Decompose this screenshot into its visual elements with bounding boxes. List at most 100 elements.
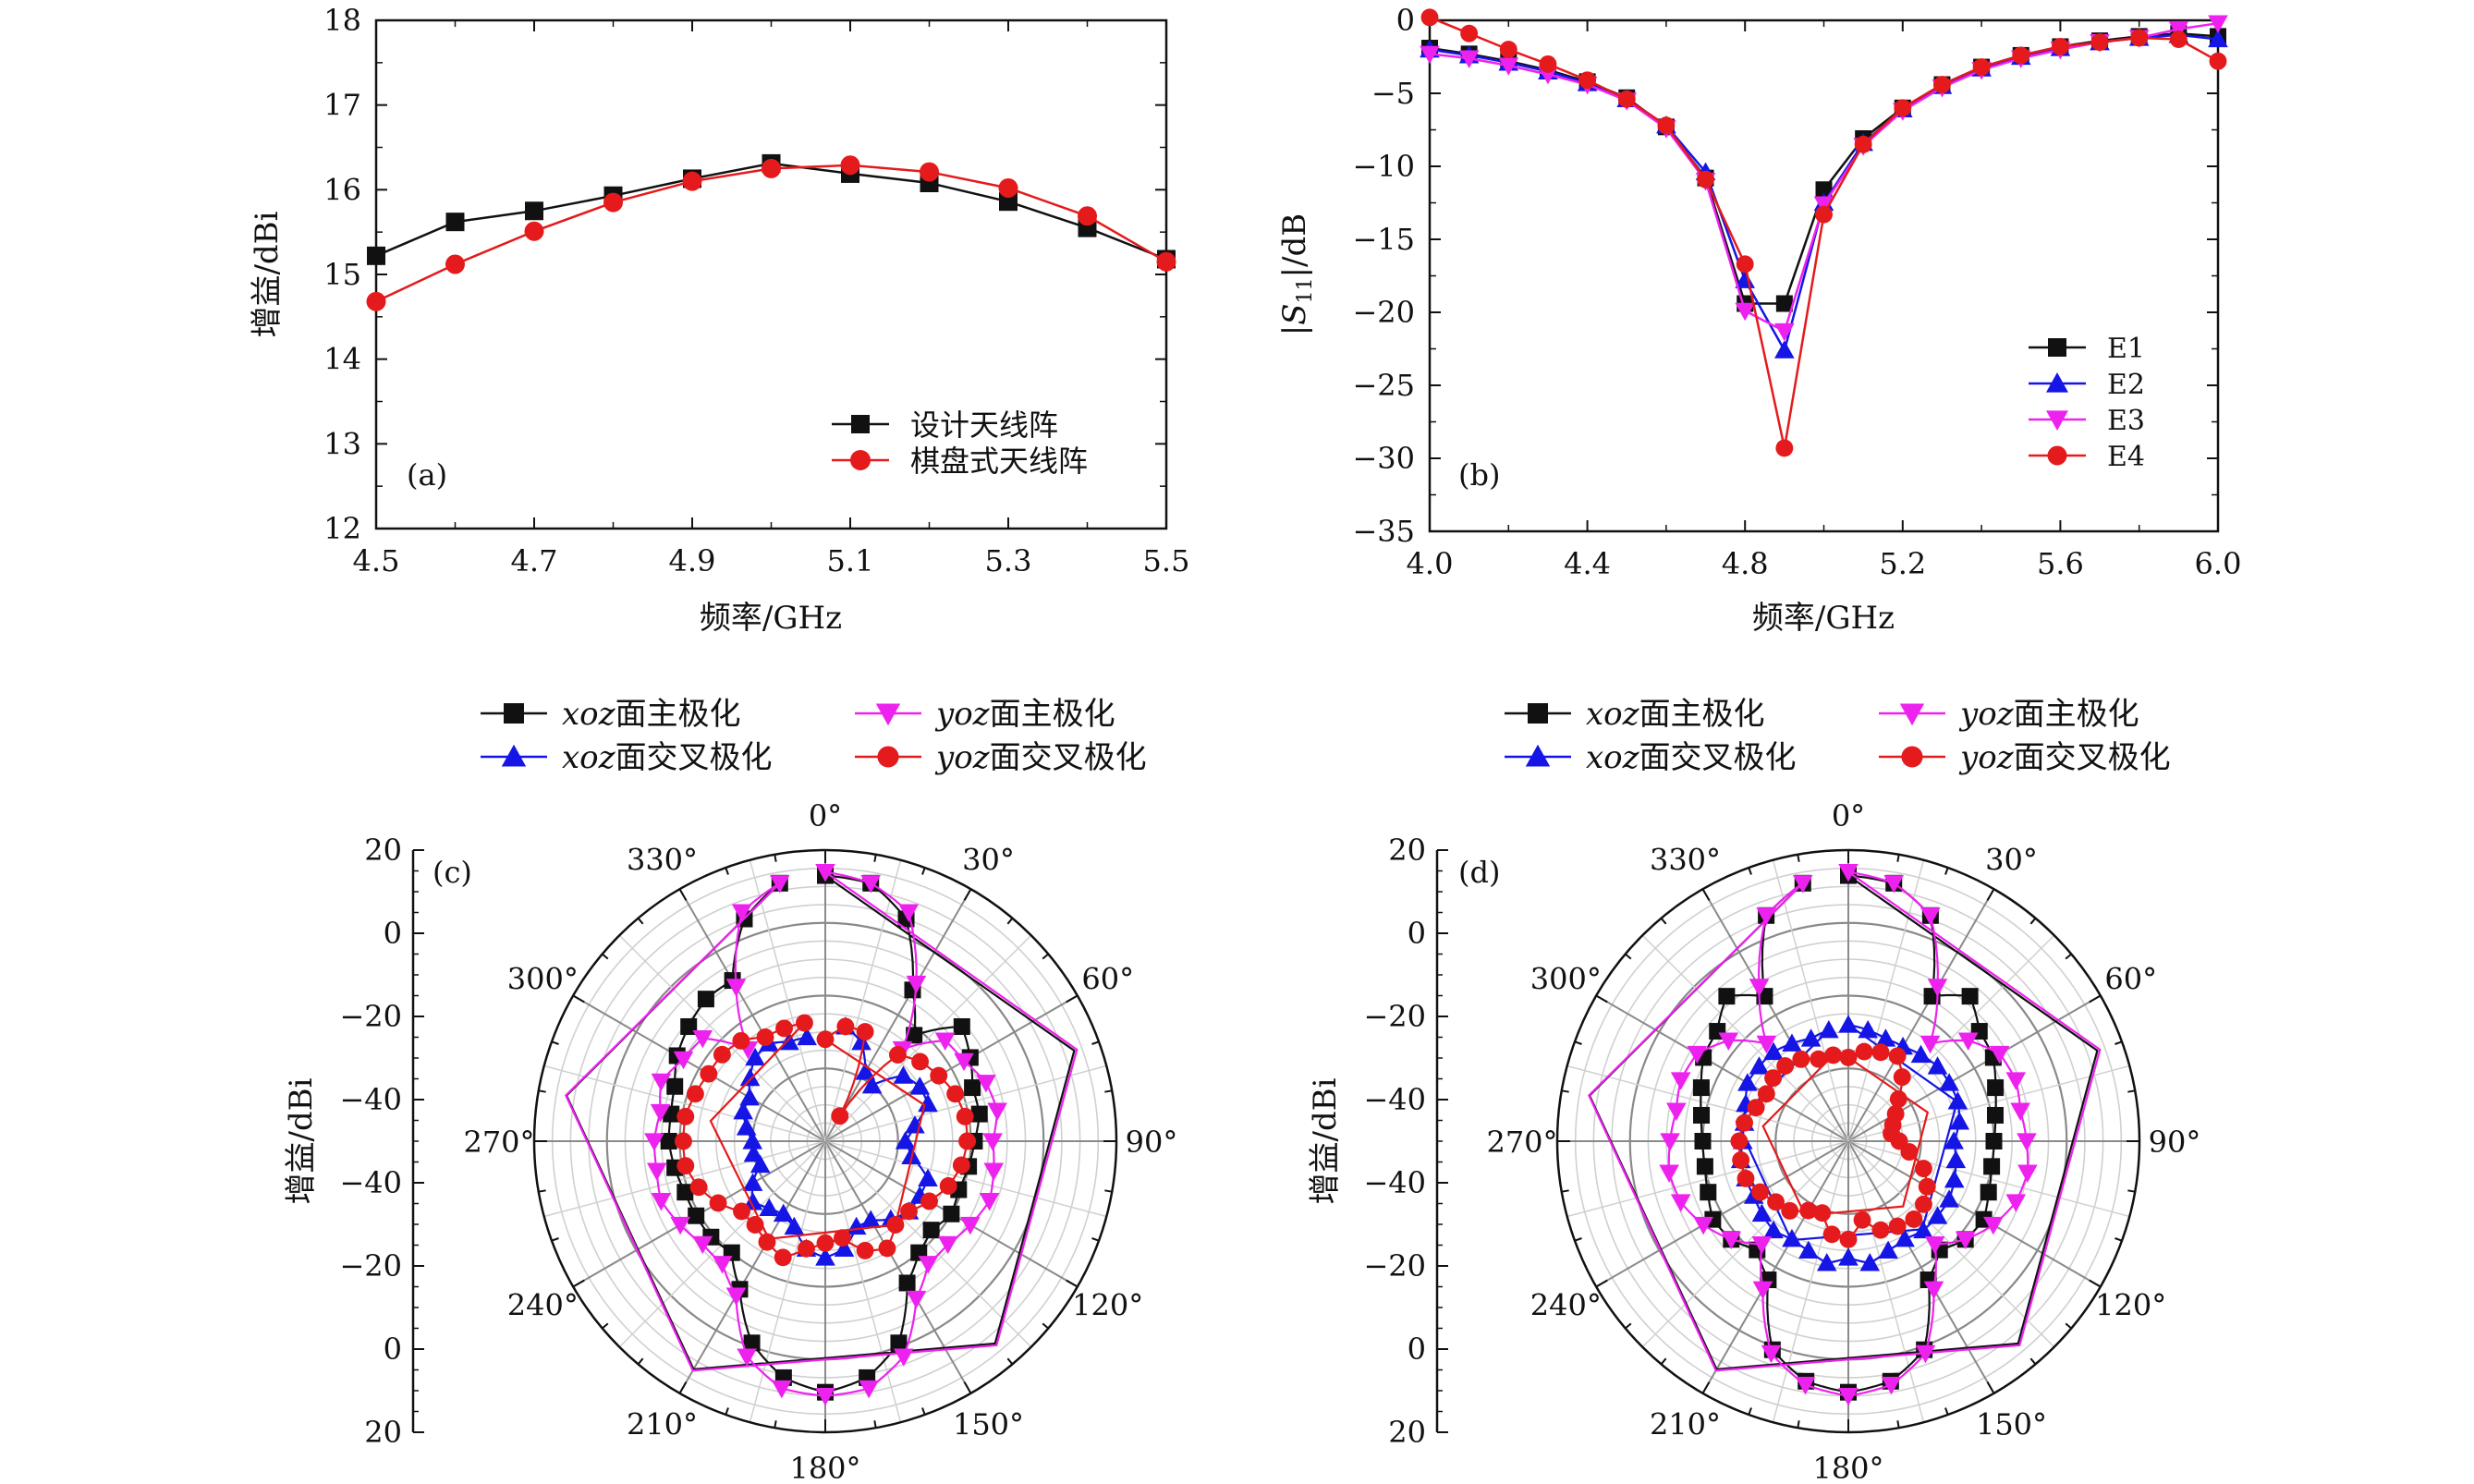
polar-c-data-point bbox=[646, 1162, 667, 1181]
a-data-point bbox=[1078, 206, 1097, 226]
legend-d-label-italic-0: xoz bbox=[1586, 696, 1640, 733]
polar-d-radial-tick-label: 20 bbox=[1388, 833, 1426, 868]
a-ytick-label: 14 bbox=[323, 342, 361, 377]
polar-c-data-point bbox=[673, 1051, 694, 1070]
polar-c-data-point bbox=[674, 1132, 692, 1150]
polar-c-radial-tick-label: −20 bbox=[339, 999, 402, 1034]
polar-d-data-point bbox=[1660, 1133, 1680, 1151]
polar-d-data-point bbox=[2017, 1164, 2038, 1183]
polar-d-radial-axis-label: 增益/dBi bbox=[1307, 1077, 1344, 1204]
legend-c-label-italic-2: yoz bbox=[934, 696, 991, 733]
polar-d-data-point bbox=[1983, 1158, 2001, 1175]
polar-c-data-point bbox=[680, 1017, 698, 1035]
polar-c-data-point bbox=[861, 1075, 883, 1094]
polar-d-data-point bbox=[1763, 1220, 1784, 1239]
legend-d-label-rest-1: 面交叉极化 bbox=[1639, 739, 1797, 776]
polar-d-data-point bbox=[1947, 1091, 1968, 1110]
polar-c-data-point bbox=[689, 1178, 708, 1197]
polar-c-data-point bbox=[878, 1239, 896, 1258]
b-data-point bbox=[2090, 33, 2109, 52]
legend-c-label-1: xoz面交叉极化 bbox=[562, 739, 773, 776]
polar-c-data-point bbox=[742, 1131, 763, 1149]
polar-d-grid-spoke bbox=[1847, 859, 1925, 1142]
polar-c-data-point bbox=[815, 1247, 835, 1266]
legend-a-label-0: 设计天线阵 bbox=[910, 407, 1058, 443]
b-data-point bbox=[1697, 170, 1715, 189]
polar-d-angle-label: 90° bbox=[2149, 1125, 2201, 1160]
panel-b-ylabel-part-1: 11 bbox=[1294, 277, 1317, 303]
polar-d-angle-label: 150° bbox=[1976, 1407, 2047, 1442]
a-ytick-label: 15 bbox=[323, 257, 361, 292]
polar-c-data-point bbox=[816, 1030, 835, 1049]
b-xtick-label: 5.6 bbox=[2037, 546, 2084, 581]
a-data-point bbox=[762, 158, 781, 178]
polar-c-data-point bbox=[746, 1216, 764, 1234]
b-data-point bbox=[2130, 29, 2149, 47]
legend-c-label-rest-0: 面主极化 bbox=[615, 696, 741, 733]
polar-d-data-point bbox=[1913, 1220, 1933, 1239]
polar-c-data-point bbox=[890, 1334, 908, 1352]
b-data-point bbox=[1775, 295, 1793, 312]
polar-d-angle-tick bbox=[1748, 867, 1752, 875]
polar-d-data-point bbox=[1961, 988, 1979, 1005]
polar-c-data-point bbox=[745, 1047, 765, 1066]
legend-c-label-italic-0: xoz bbox=[562, 696, 616, 733]
polar-d-angle-label: 210° bbox=[1650, 1407, 1721, 1442]
polar-d-grid-spoke bbox=[1847, 934, 2055, 1142]
b-xtick-label: 6.0 bbox=[2195, 546, 2242, 581]
b-ytick-label: −5 bbox=[1371, 76, 1415, 111]
a-data-point bbox=[1156, 251, 1176, 272]
polar-c-data-point bbox=[895, 1131, 916, 1149]
a-series-line bbox=[375, 164, 1167, 303]
polar-d-angle-tick bbox=[1561, 1089, 1569, 1093]
polar-d-grid-spoke bbox=[1847, 1140, 1925, 1423]
polar-d-data-point bbox=[1763, 1041, 1784, 1061]
polar-c-data-point bbox=[979, 1193, 1000, 1211]
polar-c-data-point bbox=[784, 1216, 805, 1235]
polar-c-data-point bbox=[900, 1202, 918, 1221]
polar-d-data-point bbox=[1915, 1344, 1936, 1364]
polar-d-grid-spoke bbox=[1847, 1140, 1995, 1394]
polar-d-data-point bbox=[1670, 1194, 1691, 1212]
polar-d-grid-spoke bbox=[1772, 859, 1849, 1142]
polar-c-data-point bbox=[732, 1031, 750, 1050]
polar-c-angle-label: 270° bbox=[463, 1125, 534, 1160]
b-ytick-label: −20 bbox=[1352, 295, 1415, 330]
b-data-point bbox=[2208, 29, 2228, 48]
polar-c-data-point bbox=[758, 1233, 776, 1251]
polar-c-data-point bbox=[958, 1132, 977, 1150]
polar-c-data-point bbox=[731, 904, 752, 922]
b-data-point bbox=[2208, 15, 2228, 33]
polar-c-data-point bbox=[651, 1193, 672, 1211]
polar-c-angle-label: 300° bbox=[507, 962, 579, 997]
panel-d-label: (d) bbox=[1458, 855, 1500, 890]
polar-d-data-point bbox=[1700, 1184, 1717, 1201]
polar-c-data-point bbox=[893, 1065, 914, 1084]
polar-d-data-point bbox=[1927, 1206, 1948, 1224]
polar-c-data-point bbox=[856, 1241, 874, 1259]
polar-d-angle-tick bbox=[1561, 1189, 1569, 1193]
b-ytick-label: −35 bbox=[1352, 514, 1415, 549]
polar-d-angle-tick bbox=[1748, 1407, 1752, 1416]
polar-c-radial-tick-label: 20 bbox=[364, 833, 402, 868]
legend-d-label-0: xoz面主极化 bbox=[1586, 696, 1765, 733]
polar-d-data-point bbox=[1756, 1035, 1777, 1054]
polar-d-data-point bbox=[1900, 1143, 1919, 1162]
b-data-point bbox=[1499, 41, 1517, 59]
polar-c-angle-tick bbox=[602, 953, 609, 960]
polar-c-series-2 bbox=[564, 863, 1079, 1406]
polar-c-data-point bbox=[970, 1105, 988, 1123]
legend-c-label-rest-3: 面交叉极化 bbox=[990, 739, 1147, 776]
polar-d-grid-spoke bbox=[1847, 888, 1995, 1142]
polar-c-data-point bbox=[934, 1032, 956, 1051]
b-data-point bbox=[1539, 55, 1557, 73]
panel-a: 4.5 4.7 4.9 5.1 5.3 5.5 12 13 14 15 16 17 18 (a) 频率/… bbox=[249, 3, 1189, 637]
polar-d-angle-tick bbox=[2127, 1189, 2136, 1193]
polar-d-data-point bbox=[1939, 1073, 1959, 1091]
b-data-point bbox=[2169, 30, 2188, 48]
a-data-point bbox=[998, 178, 1018, 198]
panel-a-xlabel: 频率/GHz bbox=[700, 600, 842, 637]
polar-c-angle-label: 0° bbox=[809, 798, 842, 833]
polar-d-radial-tick-label: 20 bbox=[1388, 1415, 1426, 1450]
polar-d-data-point bbox=[1919, 1035, 1941, 1054]
